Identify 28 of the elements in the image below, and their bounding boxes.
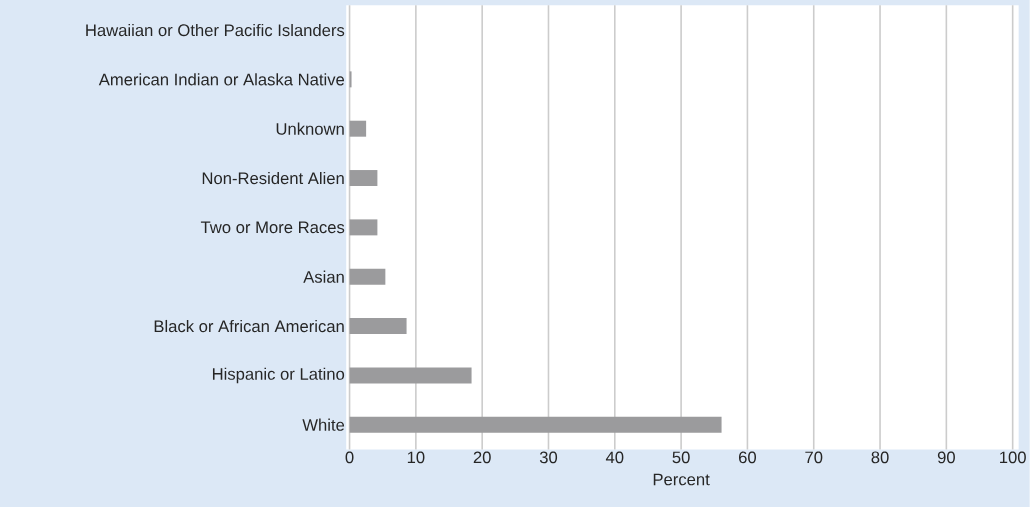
x-tick-label: 30: [539, 451, 558, 464]
x-tick-label: 50: [672, 451, 690, 464]
x-tick-label: 90: [937, 451, 955, 464]
x-axis-title: Percent: [653, 473, 710, 486]
y-tick-label: Hawaiian or Other Pacific Islanders: [86, 23, 345, 36]
bar: [349, 169, 378, 186]
y-tick-label: Hispanic or Latino: [212, 367, 345, 383]
y-tick-label: Unknown: [276, 122, 344, 135]
bar: [349, 120, 367, 137]
y-tick-label: Asian: [303, 270, 344, 283]
x-tick-label: 0: [345, 451, 354, 464]
x-tick-label: 60: [739, 451, 757, 464]
bar: [349, 367, 472, 384]
y-tick-label: Non-Resident Alien: [202, 171, 344, 184]
y-tick-label: White: [302, 418, 345, 431]
x-tick-label: 20: [473, 451, 491, 464]
x-tick-label: 10: [407, 451, 425, 464]
bar: [349, 268, 386, 285]
bar: [349, 219, 378, 236]
x-tick-label: 40: [605, 451, 624, 464]
x-tick-label: 70: [805, 451, 823, 464]
bar: [349, 416, 722, 433]
x-tick-label: 100: [1000, 451, 1026, 464]
y-tick-label: American Indian or Alaska Native: [98, 73, 345, 86]
x-tick-label: 80: [871, 451, 889, 464]
bar: [349, 317, 407, 334]
y-tick-label: Two or More Races: [200, 221, 345, 234]
y-tick-label: Black or African American: [154, 319, 344, 333]
